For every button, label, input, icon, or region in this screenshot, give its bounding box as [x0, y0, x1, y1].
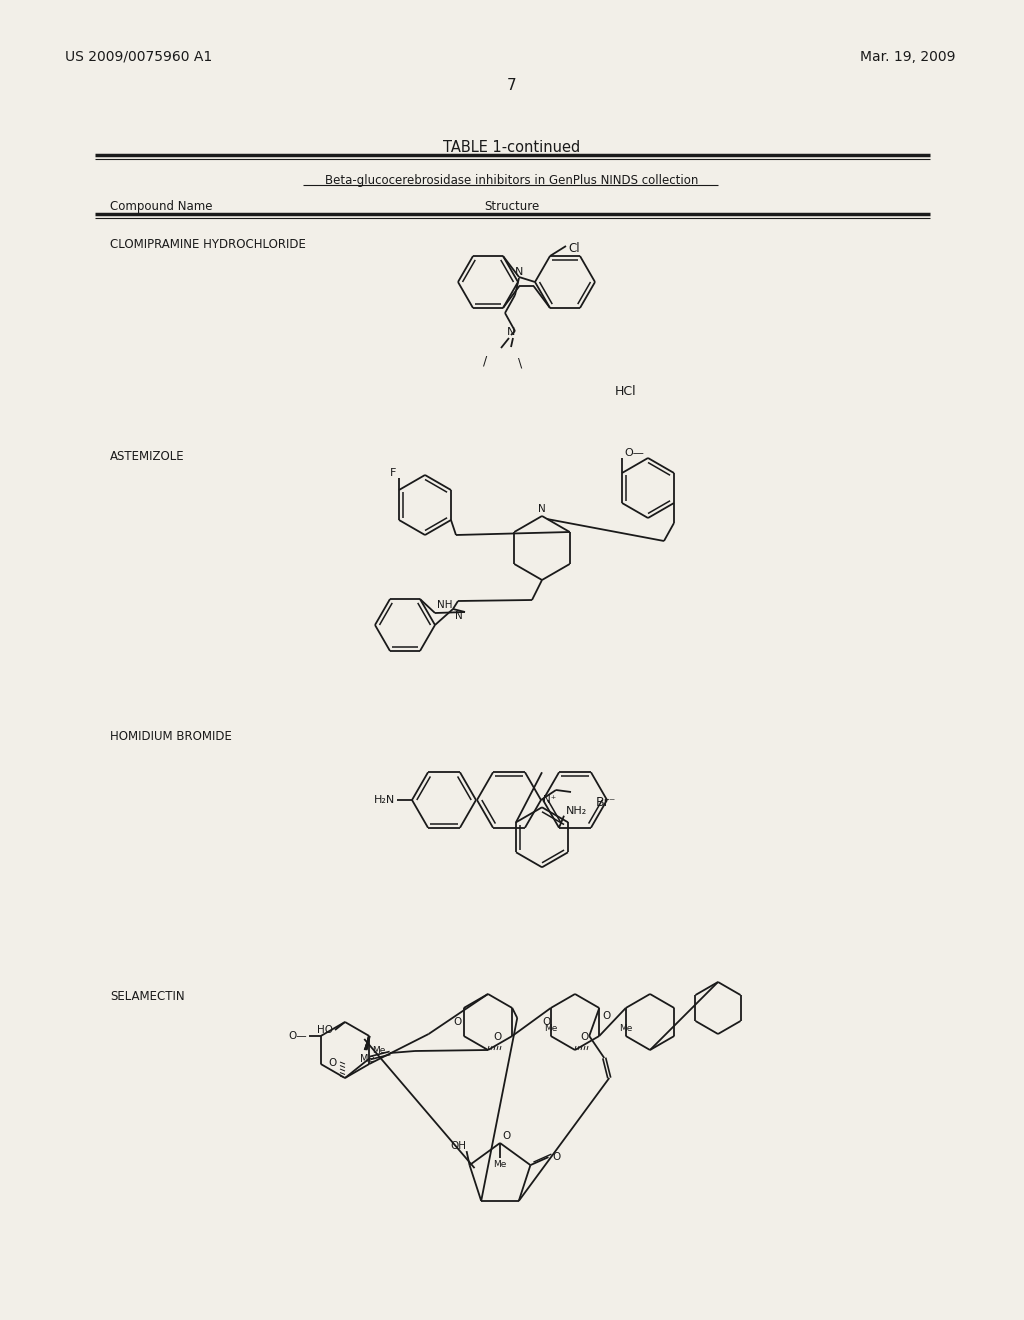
Text: O: O — [493, 1032, 502, 1041]
Text: N: N — [539, 504, 546, 513]
Text: O: O — [329, 1059, 337, 1068]
Text: Me: Me — [360, 1053, 375, 1064]
Text: \: \ — [518, 356, 522, 370]
Text: Me: Me — [620, 1024, 633, 1034]
Text: TABLE 1-continued: TABLE 1-continued — [443, 140, 581, 154]
Text: OH: OH — [451, 1140, 467, 1151]
Text: N: N — [507, 327, 515, 337]
Text: CLOMIPRAMINE HYDROCHLORIDE: CLOMIPRAMINE HYDROCHLORIDE — [110, 238, 306, 251]
Text: O: O — [602, 1011, 610, 1020]
Text: /: / — [482, 354, 487, 367]
Text: O: O — [552, 1152, 561, 1162]
Text: N: N — [515, 267, 523, 277]
Text: F: F — [390, 469, 396, 478]
Text: H₂N: H₂N — [374, 795, 395, 805]
Text: Cl: Cl — [568, 242, 580, 255]
Text: US 2009/0075960 A1: US 2009/0075960 A1 — [65, 50, 212, 63]
Text: O: O — [580, 1032, 588, 1041]
Text: Beta-glucocerebrosidase inhibitors in GenPlus NINDS collection: Beta-glucocerebrosidase inhibitors in Ge… — [326, 174, 698, 187]
Text: Mar. 19, 2009: Mar. 19, 2009 — [859, 50, 955, 63]
Text: N⁺: N⁺ — [543, 795, 556, 805]
Text: O—: O— — [288, 1031, 307, 1041]
Text: HOMIDIUM BROMIDE: HOMIDIUM BROMIDE — [110, 730, 231, 743]
Text: HCl: HCl — [615, 385, 637, 399]
Text: NH: NH — [437, 601, 453, 610]
Text: Me: Me — [494, 1160, 507, 1170]
Text: Me: Me — [544, 1024, 557, 1034]
Text: N: N — [455, 611, 463, 620]
Text: 7: 7 — [507, 78, 517, 92]
Text: ASTEMIZOLE: ASTEMIZOLE — [110, 450, 184, 463]
Text: NH₂: NH₂ — [566, 805, 587, 816]
Text: O: O — [543, 1016, 551, 1027]
Text: HO: HO — [317, 1026, 333, 1035]
Text: O: O — [502, 1131, 510, 1140]
Text: Me: Me — [372, 1045, 385, 1055]
Text: Br⁻: Br⁻ — [596, 796, 616, 808]
Text: O: O — [454, 1016, 462, 1027]
Text: O—: O— — [624, 447, 644, 458]
Text: SELAMECTIN: SELAMECTIN — [110, 990, 184, 1003]
Text: Structure: Structure — [484, 201, 540, 213]
Text: Compound Name: Compound Name — [110, 201, 213, 213]
